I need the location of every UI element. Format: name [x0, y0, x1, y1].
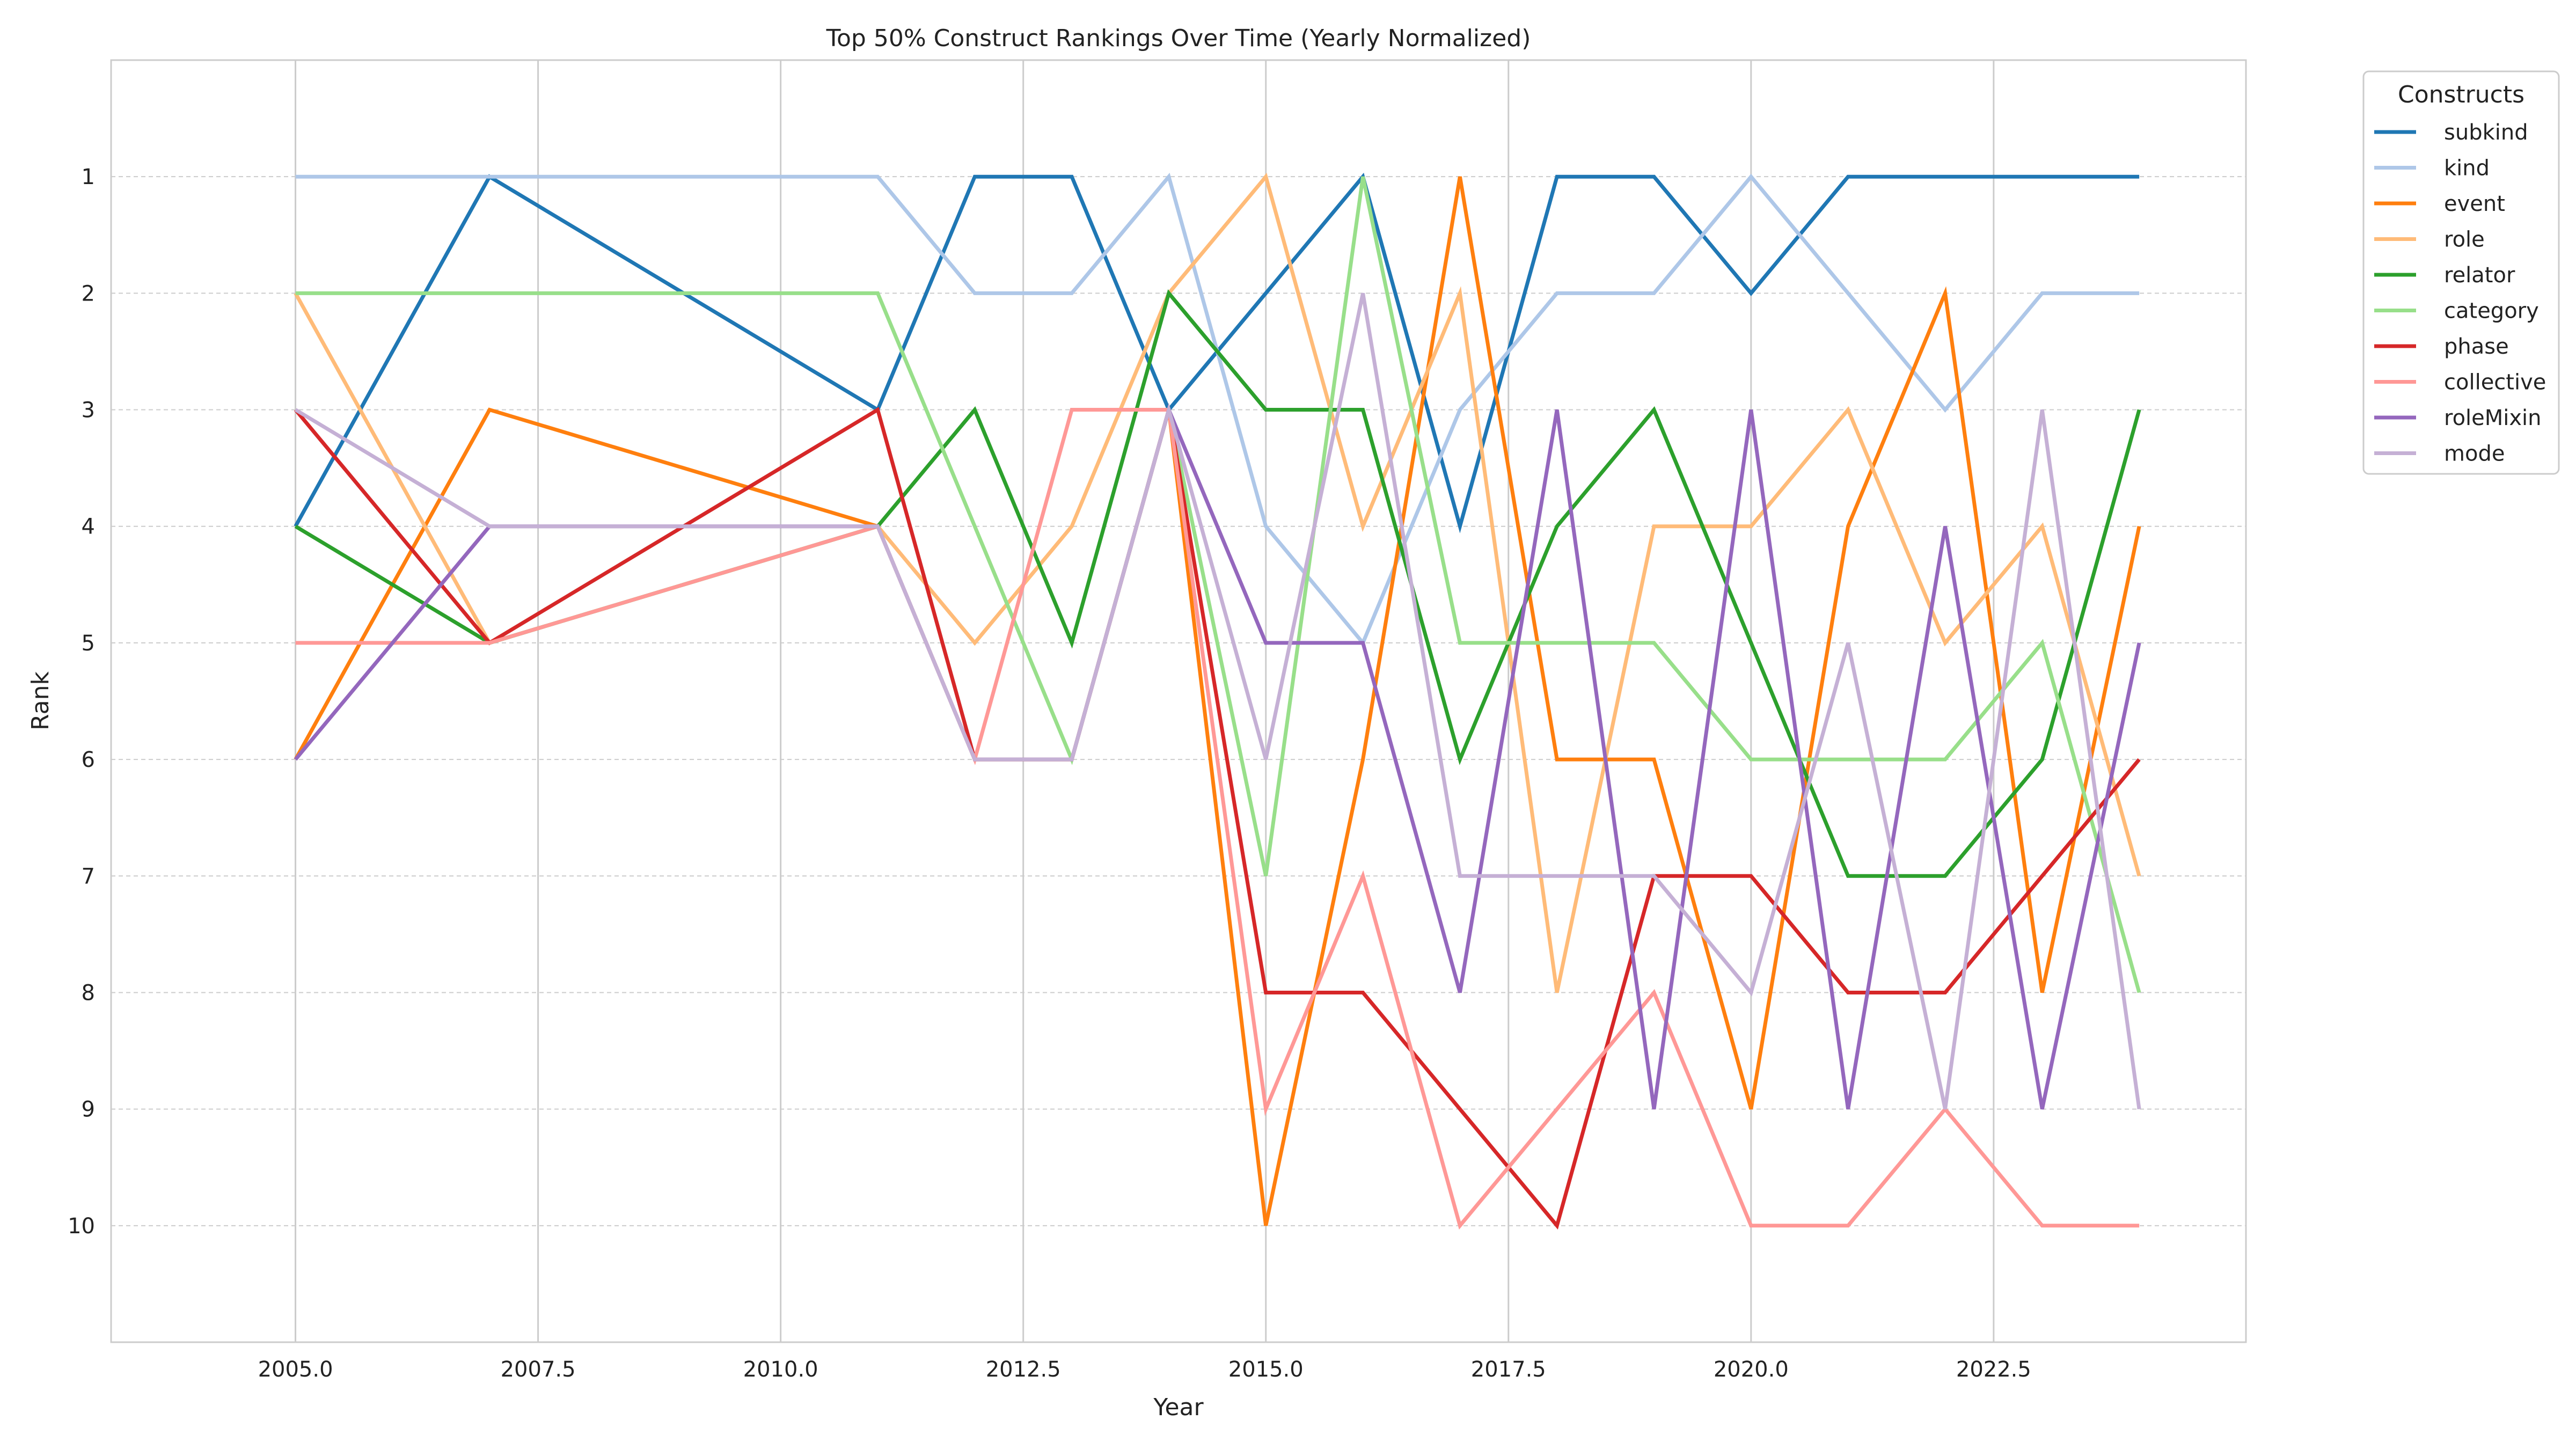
- x-tick-label: 2012.5: [986, 1357, 1061, 1382]
- x-tick-label: 2005.0: [258, 1357, 333, 1382]
- legend-title: Constructs: [2398, 81, 2524, 108]
- y-tick-label: 10: [68, 1214, 95, 1239]
- y-axis-label: Rank: [27, 671, 54, 730]
- legend-label-roleMixin: roleMixin: [2444, 406, 2542, 430]
- y-tick-label: 1: [82, 165, 95, 189]
- legend: Constructs subkind kind event role relator ca…: [2362, 70, 2560, 475]
- legend-box: [2362, 70, 2560, 475]
- y-tick-label: 7: [82, 864, 95, 889]
- legend-label-mode: mode: [2444, 442, 2505, 466]
- x-tick-label: 2007.5: [501, 1357, 576, 1382]
- y-axis: 1 2 3 4 5 6 7 8 9 10: [68, 165, 95, 1239]
- legend-label-collective: collective: [2444, 370, 2546, 395]
- y-tick-label: 6: [82, 748, 95, 772]
- legend-items: subkind kind event role relator category phase…: [2374, 120, 2546, 466]
- x-tick-label: 2022.5: [1956, 1357, 2031, 1382]
- series-line-category: [295, 176, 2141, 993]
- y-tick-label: 4: [82, 515, 95, 539]
- series-lines: [294, 172, 2141, 1230]
- x-axis-label: Year: [1153, 1394, 1204, 1421]
- series-line-kind: [295, 172, 2140, 647]
- series-line-mode: [294, 292, 2141, 1110]
- series-line-subkind: [294, 172, 2140, 533]
- x-tick-label: 2015.0: [1228, 1357, 1304, 1382]
- y-tick-label: 2: [82, 281, 95, 306]
- legend-label-phase: phase: [2444, 334, 2509, 359]
- legend-label-category: category: [2444, 299, 2539, 324]
- legend-label-kind: kind: [2444, 156, 2490, 181]
- legend-label-event: event: [2444, 192, 2505, 216]
- legend-label-subkind: subkind: [2444, 120, 2528, 145]
- x-tick-label: 2017.5: [1471, 1357, 1546, 1382]
- legend-label-role: role: [2444, 228, 2485, 252]
- y-tick-label: 8: [82, 980, 95, 1005]
- y-tick-label: 3: [82, 398, 95, 423]
- y-tick-label: 5: [82, 631, 95, 656]
- plot-frame: [110, 59, 2247, 1343]
- x-tick-label: 2010.0: [743, 1357, 818, 1382]
- y-tick-label: 9: [82, 1097, 95, 1122]
- x-tick-label: 2020.0: [1714, 1357, 1789, 1382]
- x-axis: 2005.0 2007.5 2010.0 2012.5 2015.0 2017.5 2020…: [258, 1357, 2031, 1382]
- chart-title: Top 50% Construct Rankings Over Time (Ye…: [826, 25, 1531, 52]
- legend-label-relator: relator: [2444, 263, 2515, 288]
